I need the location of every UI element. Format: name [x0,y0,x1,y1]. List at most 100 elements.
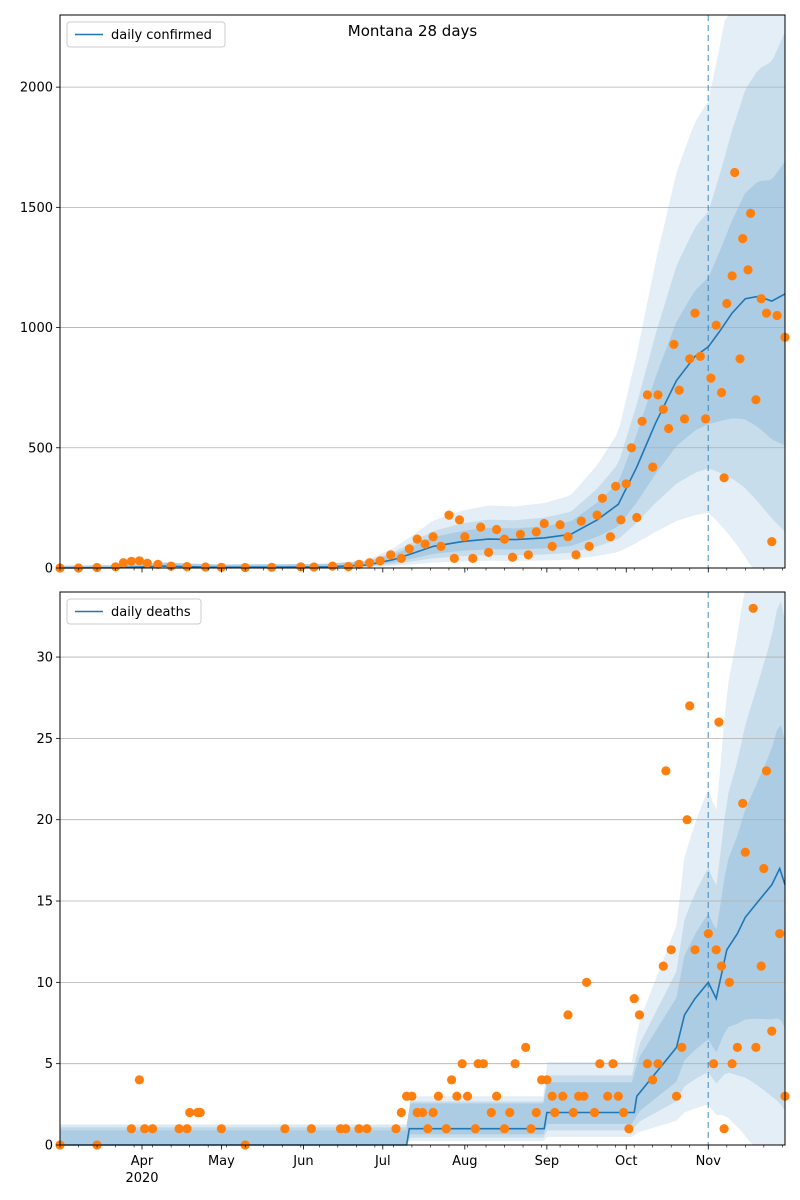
confirmed-point-61 [658,404,668,414]
confirmed-point-46 [571,550,581,560]
deaths-xtick-label-2: Jun [292,1154,313,1169]
confirmed-point-65 [679,414,690,424]
deaths-point-53 [582,977,592,988]
deaths-ytick-label-0: 0 [45,1139,53,1154]
confirmed-point-55 [626,443,637,453]
confirmed-plot-frame [59,14,786,569]
confirmed-point-38 [507,552,518,562]
confirmed-legend-label: daily confirmed [111,28,212,43]
deaths-x-ticks: Apr 2020 May Jun Jul Aug Sep Oct Nov [59,1145,783,1186]
deaths-ytick-label-25: 25 [36,732,53,747]
deaths-point-3 [134,1075,144,1085]
confirmed-series-line-group [59,293,786,569]
deaths-point-42 [526,1124,536,1134]
confirmed-point-5 [126,556,136,566]
deaths-point-62 [634,1010,645,1020]
confirmed-point-51 [605,532,616,542]
confirmed-point-82 [756,294,766,304]
deaths-point-65 [653,1059,663,1069]
confirmed-point-4 [118,558,129,568]
deaths-ytick-label-15: 15 [36,895,53,910]
deaths-point-35 [478,1059,488,1069]
confirmed-point-36 [492,524,502,535]
confirmed-point-72 [716,387,727,398]
confirmed-point-29 [444,510,454,520]
confirmed-point-47 [576,516,586,526]
confirmed-ytick-label-500: 500 [28,441,53,456]
confirmed-point-74 [722,298,732,309]
confirmed-point-17 [327,561,338,571]
confirmed-point-41 [531,527,541,537]
deaths-point-26 [428,1107,438,1118]
deaths-point-24 [417,1107,428,1118]
confirmed-gridlines [60,86,785,449]
deaths-point-41 [521,1042,531,1052]
deaths-xtick-label-4: Aug [452,1154,477,1169]
deaths-point-69 [671,1091,682,1101]
deaths-point-90 [767,1026,777,1036]
confirmed-ytick-label-0: 0 [45,562,53,577]
confirmed-point-10 [182,562,192,572]
deaths-point-47 [550,1107,560,1118]
deaths-xtick-label-7: Nov [696,1154,722,1169]
deaths-point-61 [629,994,639,1004]
deaths-point-82 [732,1042,743,1052]
deaths-point-38 [499,1124,510,1134]
confirmed-point-16 [309,562,319,572]
deaths-point-28 [441,1124,451,1134]
deaths-ytick-label-30: 30 [36,651,53,666]
confirmed-point-80 [746,208,756,218]
deaths-point-36 [486,1107,496,1118]
confirmed-point-37 [499,534,510,544]
confirmed-panel: 0 500 1000 1500 2000 Montana 28 days daily c… [20,14,790,577]
confirmed-point-42 [539,518,549,529]
confirmed-point-34 [476,522,486,532]
confirmed-point-57 [637,416,647,426]
deaths-point-48 [558,1091,568,1101]
deaths-xtick-label-0: Apr [131,1154,154,1169]
deaths-point-87 [756,961,766,971]
deaths-point-63 [642,1059,653,1069]
deaths-point-25 [423,1124,433,1134]
deaths-point-54 [589,1107,600,1118]
deaths-point-85 [748,603,758,613]
deaths-point-31 [457,1059,467,1069]
deaths-point-27 [433,1091,443,1101]
confirmed-point-60 [653,390,663,400]
deaths-point-29 [447,1075,457,1085]
deaths-point-77 [714,717,724,727]
deaths-ytick-label-20: 20 [36,813,53,828]
deaths-band-1 [60,592,785,1145]
deaths-point-5 [148,1124,158,1134]
confirmed-point-23 [396,553,406,564]
confirmed-ytick-label-2000: 2000 [20,81,53,96]
confirmed-point-69 [701,414,711,424]
confirmed-ytick-label-1500: 1500 [20,201,53,216]
deaths-point-33 [470,1124,480,1134]
confirmed-point-53 [616,515,626,525]
deaths-legend-box [66,598,202,625]
deaths-point-60 [624,1124,634,1134]
confirmed-point-70 [706,373,716,383]
deaths-point-39 [505,1107,515,1118]
deaths-scatter-points [55,603,790,1150]
deaths-point-4 [140,1124,150,1134]
deaths-point-30 [452,1091,462,1101]
deaths-point-19 [391,1124,401,1134]
deaths-point-64 [648,1075,658,1085]
deaths-point-76 [711,945,721,955]
deaths-point-49 [563,1010,573,1020]
deaths-point-45 [542,1075,552,1085]
deaths-point-20 [396,1107,406,1118]
chart-title: Montana 28 days [348,22,478,40]
deaths-point-79 [719,1124,729,1134]
deaths-plot-frame [59,591,786,1146]
deaths-point-8 [185,1107,195,1118]
deaths-point-86 [751,1042,761,1052]
deaths-point-72 [685,701,695,711]
confirmed-point-31 [454,515,465,525]
confirmed-point-39 [515,529,526,539]
deaths-point-18 [362,1124,372,1134]
confirmed-point-63 [669,339,679,349]
